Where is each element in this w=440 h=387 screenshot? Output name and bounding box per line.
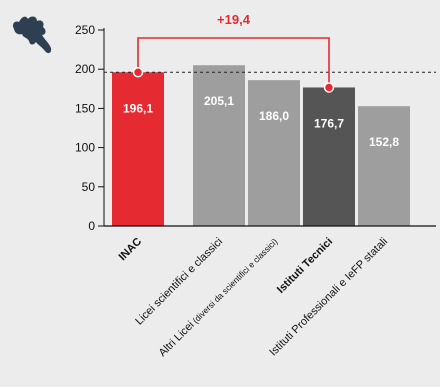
category-label-text: INAC [117,236,145,264]
y-tick-label: 150 [75,101,95,115]
bar-value-label: 205,1 [204,94,234,108]
bar-value-label: 176,7 [314,116,344,130]
y-tick-label: 100 [75,141,95,155]
bar-value-label: 152,8 [369,135,399,149]
difference-label: +19,4 [217,12,251,27]
category-label-text: Istituti Tecnici [275,236,335,296]
category-label: Licei scientifici e classici [133,236,225,328]
bar-value-label: 196,1 [123,101,153,115]
y-tick-label: 200 [75,62,95,76]
bar-value-label: 186,0 [259,109,289,123]
y-tick-label: 50 [82,180,96,194]
category-label: Istituti Tecnici [275,236,335,296]
bar [112,72,164,226]
y-tick-label: 0 [88,219,95,233]
category-label-text: Altri Licei [157,319,197,359]
category-label: Altri Licei (diversi da scientifici e cl… [157,236,281,360]
bar [303,87,355,227]
lazio-region-icon [12,16,52,54]
difference-marker [323,82,335,93]
difference-bracket [137,37,330,88]
y-tick-label: 250 [75,23,95,37]
bar [248,80,300,227]
category-label: Istituti Professionali e IeFP statali [267,236,390,359]
category-label: INAC [117,236,145,264]
bar [193,65,245,226]
bar [358,106,410,226]
category-label-text: Licei scientifici e classici [133,236,225,328]
category-label-text: Istituti Professionali e IeFP statali [267,236,390,359]
difference-marker [132,67,144,78]
